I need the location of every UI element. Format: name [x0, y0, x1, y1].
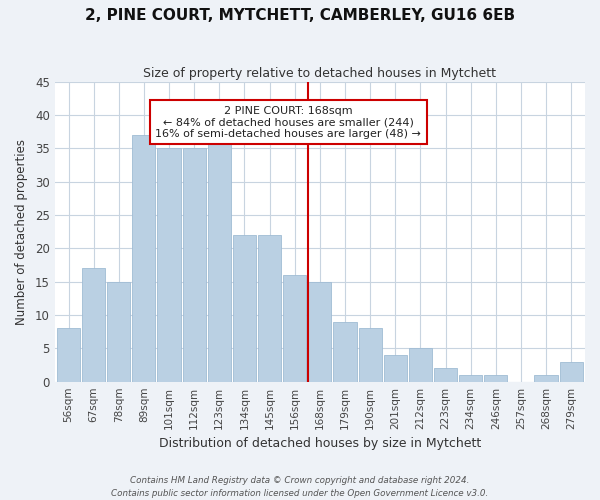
- Bar: [133, 135, 155, 382]
- Bar: [233, 235, 256, 382]
- Bar: [434, 368, 457, 382]
- Bar: [535, 375, 557, 382]
- Title: Size of property relative to detached houses in Mytchett: Size of property relative to detached ho…: [143, 68, 496, 80]
- Y-axis label: Number of detached properties: Number of detached properties: [15, 138, 28, 324]
- Bar: [459, 375, 482, 382]
- Bar: [82, 268, 105, 382]
- Bar: [57, 328, 80, 382]
- Text: 2 PINE COURT: 168sqm
← 84% of detached houses are smaller (244)
16% of semi-deta: 2 PINE COURT: 168sqm ← 84% of detached h…: [155, 106, 421, 139]
- Bar: [383, 355, 407, 382]
- Bar: [308, 282, 331, 382]
- X-axis label: Distribution of detached houses by size in Mytchett: Distribution of detached houses by size …: [159, 437, 481, 450]
- Bar: [409, 348, 432, 382]
- Bar: [283, 275, 306, 382]
- Bar: [334, 322, 356, 382]
- Bar: [107, 282, 130, 382]
- Bar: [484, 375, 508, 382]
- Bar: [208, 135, 231, 382]
- Bar: [359, 328, 382, 382]
- Text: Contains HM Land Registry data © Crown copyright and database right 2024.
Contai: Contains HM Land Registry data © Crown c…: [112, 476, 488, 498]
- Bar: [157, 148, 181, 382]
- Bar: [560, 362, 583, 382]
- Bar: [182, 148, 206, 382]
- Bar: [258, 235, 281, 382]
- Text: 2, PINE COURT, MYTCHETT, CAMBERLEY, GU16 6EB: 2, PINE COURT, MYTCHETT, CAMBERLEY, GU16…: [85, 8, 515, 22]
